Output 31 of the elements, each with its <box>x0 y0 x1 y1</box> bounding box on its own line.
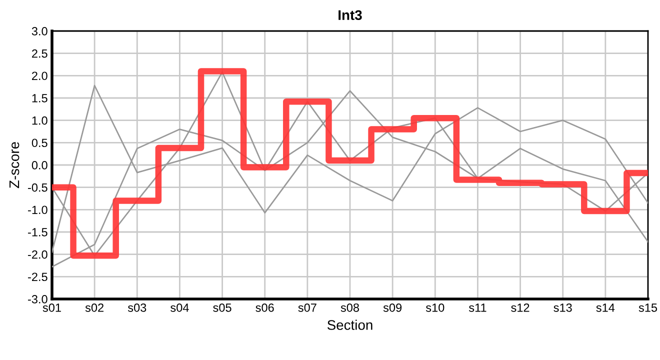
y-tick-label: 0.5 <box>32 138 48 148</box>
x-tick-label: s03 <box>128 303 146 312</box>
x-tick-label: s02 <box>85 303 104 312</box>
x-tick-label: s13 <box>554 303 572 312</box>
y-tick-label: -2.0 <box>28 250 48 259</box>
x-tick-label: s12 <box>511 303 530 312</box>
x-tick-label: s15 <box>638 304 658 312</box>
y-tick-label: 1.5 <box>32 94 48 102</box>
y-tick-label: -3.0 <box>28 295 48 304</box>
x-tick-label: s09 <box>383 303 402 312</box>
x-tick-label: s05 <box>213 303 232 312</box>
y-tick-label: 3.0 <box>32 27 48 36</box>
x-tick-label: s04 <box>170 303 189 312</box>
chart-title: Int3 <box>338 10 362 20</box>
x-tick-label: s08 <box>340 303 360 312</box>
x-tick-label: s07 <box>298 303 316 312</box>
x-tick-label: s11 <box>468 304 486 312</box>
x-axis-title: Section <box>327 320 372 330</box>
y-axis-title: Z-score <box>10 142 20 188</box>
x-tick-label: s01 <box>42 303 61 312</box>
y-tick-label: -2.5 <box>28 272 48 282</box>
x-tick-label: s10 <box>426 303 444 312</box>
y-tick-label: 2.0 <box>32 72 48 80</box>
y-tick-label: 2.5 <box>32 49 48 58</box>
y-tick-label: -0.5 <box>28 183 48 192</box>
y-tick-label: -1.0 <box>28 206 48 214</box>
x-tick-label: s14 <box>596 304 615 312</box>
y-tick-label: 1.0 <box>32 116 48 125</box>
x-tick-label: s06 <box>256 303 274 312</box>
y-tick-label: 0.0 <box>32 161 48 170</box>
y-tick-label: -1.5 <box>28 228 48 236</box>
